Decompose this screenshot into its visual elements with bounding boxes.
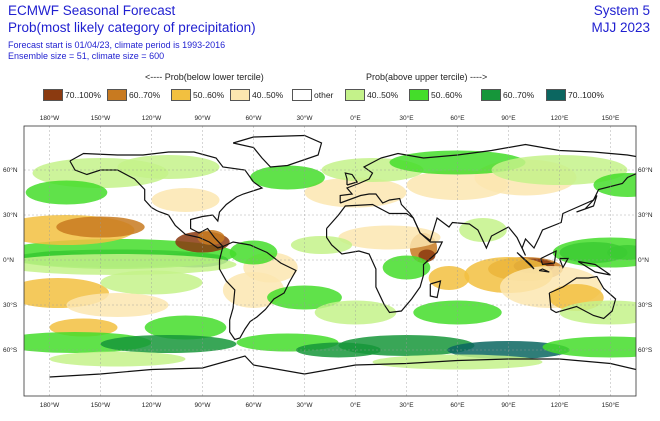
probability-patch — [118, 155, 220, 179]
coastline — [648, 311, 658, 322]
probability-patch — [50, 352, 186, 367]
legend-label: 70..100% — [568, 90, 604, 100]
probability-patch — [230, 241, 278, 265]
lon-label: 90°E — [501, 114, 516, 122]
lat-label: 60°S — [638, 346, 653, 354]
probability-patch — [250, 166, 325, 190]
period-label: MJJ 2023 — [591, 20, 650, 35]
lat-label: 60°N — [638, 166, 653, 174]
lon-label: 120°E — [551, 114, 569, 122]
legend-label: 50..60% — [431, 90, 462, 100]
chart-title: ECMWF Seasonal Forecast — [8, 3, 175, 18]
probability-patch — [459, 218, 507, 242]
lat-label: 30°S — [3, 301, 18, 309]
lon-label: 90°W — [195, 114, 212, 122]
lon-label: 150°W — [91, 401, 111, 409]
probability-patch — [152, 188, 220, 212]
lon-label: 150°W — [91, 114, 111, 122]
lon-label: 30°E — [399, 114, 414, 122]
lon-labels-top: 180°W 150°W 120°W 90°W 60°W 30°W 0°E 30°E 60°E 90… — [40, 114, 620, 122]
chart-subtitle: Prob(most likely category of precipitati… — [8, 20, 256, 35]
legend-above-heading: Prob(above upper tercile) ----> — [366, 72, 487, 82]
map-panel: 180°W 150°W 120°W 90°W 60°W 30°W 0°E 30°E 60°E 90… — [0, 100, 660, 416]
probability-patch — [291, 236, 352, 254]
lon-label: 120°W — [142, 114, 162, 122]
legend-label: other — [314, 90, 333, 100]
lat-label: 0°N — [3, 256, 14, 264]
lat-labels-left: 60°N 30°N 0°N 30°S 60°S — [3, 166, 18, 354]
lon-label: 120°E — [551, 401, 569, 409]
lon-label: 30°E — [399, 401, 414, 409]
lon-labels-bottom: 180°W 150°W 120°W 90°W 60°W 30°W 0°E 30°E 60°E 90… — [40, 401, 620, 409]
probability-patch — [429, 266, 470, 290]
lat-label: 0°N — [638, 256, 649, 264]
lon-label: 30°W — [297, 114, 314, 122]
lon-label: 120°W — [142, 401, 162, 409]
lat-labels-right: 60°N 30°N 0°N 30°S 60°S — [638, 166, 653, 354]
lat-label: 60°S — [3, 346, 18, 354]
legend-label: 40..50% — [367, 90, 398, 100]
lon-label: 0°E — [350, 114, 361, 122]
lon-label: 150°E — [602, 401, 620, 409]
lon-label: 90°E — [501, 401, 516, 409]
lat-label: 60°N — [3, 166, 18, 174]
legend-label: 60..70% — [129, 90, 160, 100]
lat-label: 30°N — [3, 211, 18, 219]
lat-label: 30°S — [638, 301, 653, 309]
lon-label: 90°W — [195, 401, 212, 409]
probability-patch — [594, 173, 660, 197]
precipitation-map: 180°W 150°W 120°W 90°W 60°W 30°W 0°E 30°E 60°E 90… — [0, 100, 660, 416]
legend-label: 70..100% — [65, 90, 101, 100]
lon-label: 180°W — [40, 401, 60, 409]
legend-label: 50..60% — [193, 90, 224, 100]
probability-patch — [413, 301, 501, 325]
system-label: System 5 — [594, 3, 650, 18]
forecast-start-info: Forecast start is 01/04/23, climate peri… — [8, 40, 225, 50]
lon-label: 30°W — [297, 401, 314, 409]
lon-label: 180°W — [40, 114, 60, 122]
lon-label: 60°E — [450, 114, 465, 122]
lon-label: 150°E — [602, 114, 620, 122]
legend-below-heading: <---- Prob(below lower tercile) — [145, 72, 264, 82]
lon-label: 60°W — [246, 114, 263, 122]
probability-patch — [101, 335, 237, 353]
lon-label: 0°E — [350, 401, 361, 409]
lat-label: 30°N — [638, 211, 653, 219]
legend-label: 60..70% — [503, 90, 534, 100]
probability-patch — [26, 181, 108, 205]
lon-label: 60°E — [450, 401, 465, 409]
legend-label: 40..50% — [252, 90, 283, 100]
coastline — [639, 322, 651, 330]
ensemble-size-info: Ensemble size = 51, climate size = 600 — [8, 51, 164, 61]
probability-patch — [0, 254, 237, 275]
lon-label: 60°W — [246, 401, 263, 409]
